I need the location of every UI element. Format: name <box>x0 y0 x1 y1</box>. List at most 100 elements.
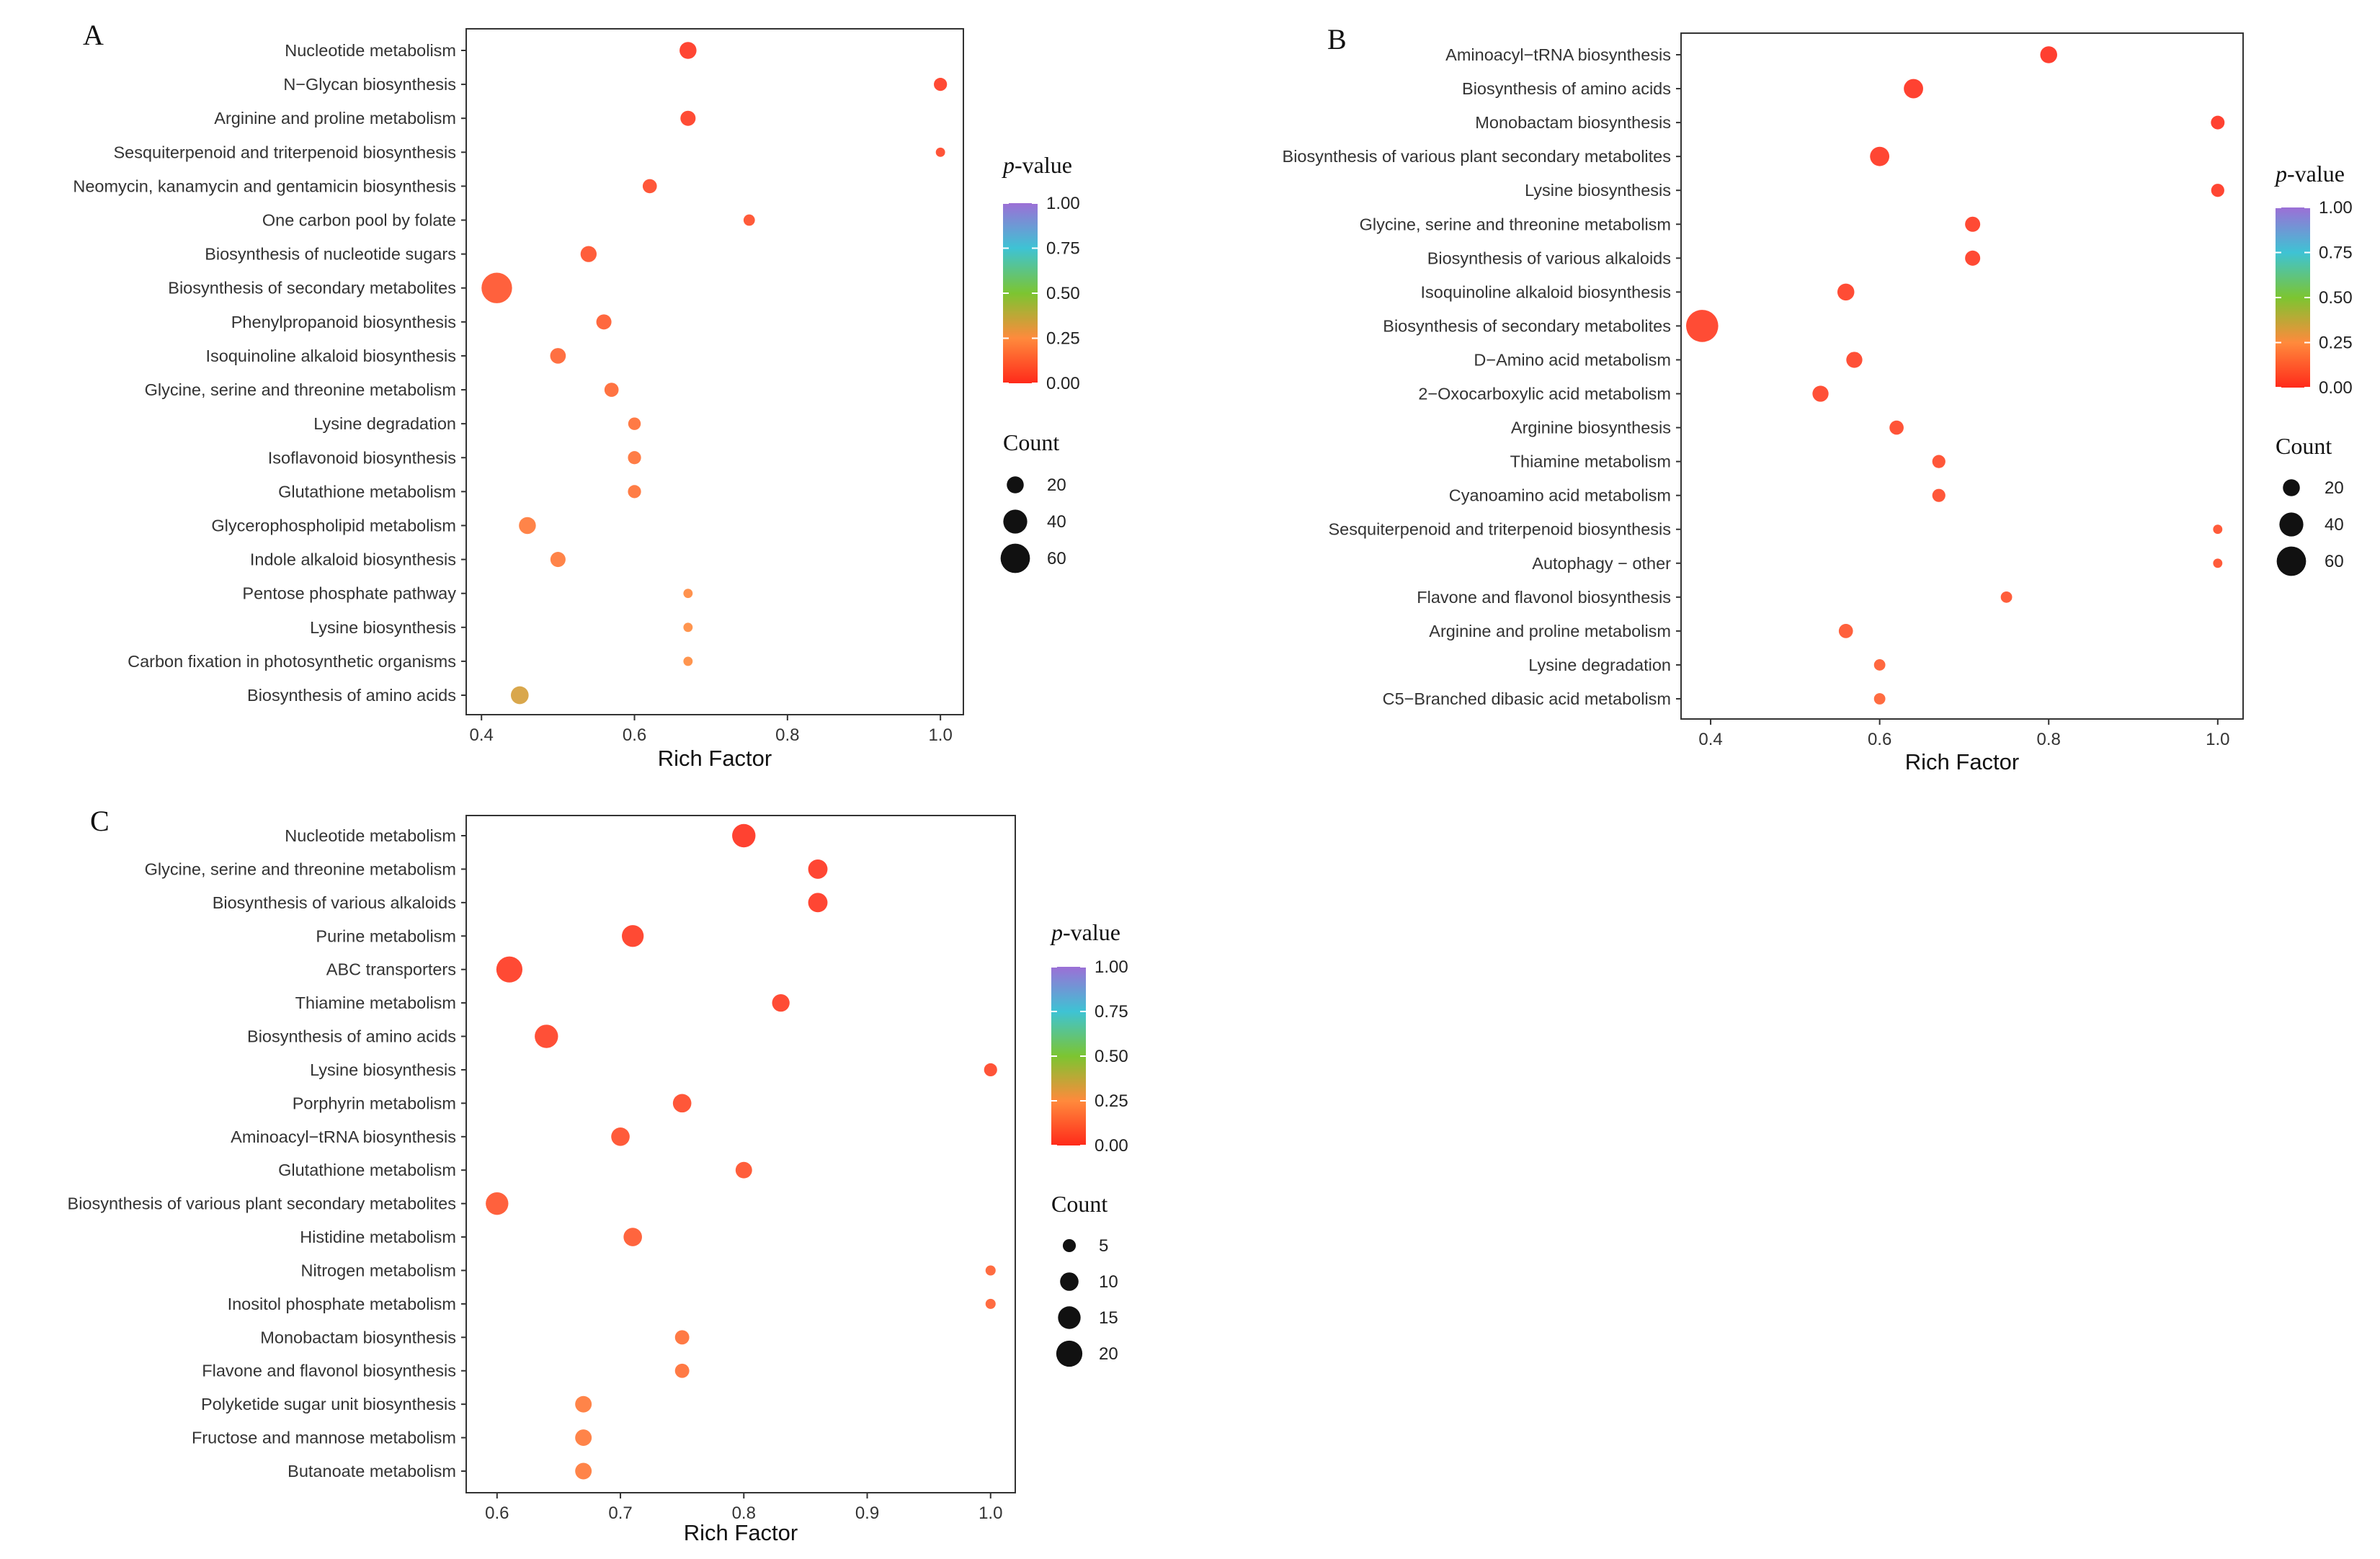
plot-area-c <box>465 815 1016 1493</box>
category-label: Carbon fixation in photosynthetic organi… <box>128 652 456 671</box>
x-axis-c: 0.6 0.7 0.8 0.9 1.0 <box>485 1493 1002 1523</box>
colorbar-tick-label: 0.25 <box>2319 334 2353 353</box>
category-label: Pentose phosphate pathway <box>242 584 456 603</box>
category-label: Glutathione metabolism <box>278 482 456 501</box>
category-label: Biosynthesis of amino acids <box>247 686 456 705</box>
category-label: Porphyrin metabolism <box>293 1094 456 1112</box>
points-a <box>481 42 948 705</box>
category-label: C5−Branched dibasic acid metabolism <box>1383 689 1671 708</box>
data-point <box>1812 385 1829 402</box>
category-label: Aminoacyl−tRNA biosynthesis <box>231 1127 456 1146</box>
x-tick-label: 0.8 <box>2037 730 2061 749</box>
category-label: Indole alkaloid biosynthesis <box>250 550 456 569</box>
count-legend-label: 60 <box>2325 552 2344 571</box>
data-point <box>674 1363 690 1378</box>
category-label: Flavone and flavonol biosynthesis <box>202 1362 456 1380</box>
data-point <box>2213 524 2223 535</box>
pvalue-legend-title: p-value <box>2274 161 2345 187</box>
data-point <box>481 272 512 303</box>
data-point <box>674 1330 690 1345</box>
category-label: Arginine and proline metabolism <box>214 109 456 128</box>
data-point <box>735 1161 752 1179</box>
plot-area-a <box>465 28 964 715</box>
colorbar-tick-label: 1.00 <box>1046 194 1080 213</box>
data-point <box>1904 79 1923 99</box>
legend-c: p-value 1.00 0.75 0.50 0.25 0.00 Count 5 10 15 20 <box>1050 919 1128 1367</box>
count-legend-label: 60 <box>1047 549 1066 568</box>
panel-b: B Aminoacyl−tRNA biosynthesis Biosynthesi… <box>1283 23 2353 774</box>
category-label: Biosynthesis of various plant secondary … <box>1283 147 1671 166</box>
count-legend-label: 15 <box>1099 1308 1118 1328</box>
category-label: Cyanoamino acid metabolism <box>1449 486 1671 505</box>
colorbar-tick-label: 0.00 <box>1046 374 1080 393</box>
data-point <box>611 1127 630 1146</box>
colorbar-tick-label: 0.75 <box>2319 244 2353 263</box>
category-label: Aminoacyl−tRNA biosynthesis <box>1445 45 1671 64</box>
category-label: Glycine, serine and threonine metabolism <box>145 380 456 399</box>
pvalue-title-italic: p <box>1002 152 1015 178</box>
x-tick-label: 0.6 <box>485 1504 509 1523</box>
count-legend-circle <box>1056 1340 1083 1367</box>
category-labels-c: Nucleotide metabolism Glycine, serine and… <box>68 826 466 1480</box>
data-point <box>1686 310 1719 342</box>
data-point <box>808 893 828 913</box>
panel-a: A Nucleotide metabolism N−Glycan biosynth… <box>73 19 1079 771</box>
category-label: D−Amino acid metabolism <box>1474 350 1671 369</box>
category-labels-a: Nucleotide metabolism N−Glycan biosynthes… <box>73 41 466 705</box>
count-legend-circle <box>2276 546 2307 576</box>
category-label: Biosynthesis of various alkaloids <box>213 893 456 912</box>
data-point <box>672 1094 692 1113</box>
count-legend-circle <box>1000 543 1030 573</box>
colorbar-tick-label: 0.75 <box>1046 239 1080 259</box>
data-point <box>1889 420 1904 435</box>
legend-b: p-value 1.00 0.75 0.50 0.25 0.00 Count 20 40 60 <box>2274 161 2353 576</box>
data-point <box>935 147 945 157</box>
category-label: Thiamine metabolism <box>295 993 456 1012</box>
x-tick-label: 0.9 <box>855 1504 879 1523</box>
data-point <box>596 314 612 330</box>
data-point <box>1932 488 1946 502</box>
colorbar-tick-label: 0.00 <box>1095 1136 1128 1156</box>
x-tick-label: 0.6 <box>1868 730 1891 749</box>
points-b <box>1686 46 2225 705</box>
category-label: Glutathione metabolism <box>278 1161 456 1179</box>
colorbar-tick-label: 0.50 <box>1095 1047 1128 1066</box>
data-point <box>642 179 657 194</box>
colorbar-tick-label: 0.25 <box>1046 329 1080 349</box>
panel-letter-a: A <box>83 19 104 51</box>
data-point <box>575 1462 592 1480</box>
colorbar-tick-label: 0.00 <box>2319 378 2353 398</box>
x-tick-label: 1.0 <box>928 725 952 745</box>
data-point <box>2213 558 2223 568</box>
pvalue-title-rest: -value <box>1015 152 1072 178</box>
data-point <box>535 1024 558 1048</box>
data-point <box>496 956 523 983</box>
legend-a: p-value 1.00 0.75 0.50 0.25 0.00 Count 20 40 60 <box>1000 152 1080 573</box>
data-point <box>679 42 697 59</box>
category-label: Monobactam biosynthesis <box>1475 113 1671 132</box>
data-point <box>984 1063 997 1077</box>
category-label: Nucleotide metabolism <box>285 41 456 60</box>
count-legend-label: 20 <box>1099 1344 1118 1364</box>
data-point <box>985 1265 996 1276</box>
data-point <box>628 417 641 430</box>
x-axis-a: 0.4 0.6 0.8 1.0 <box>470 715 953 745</box>
count-legend-label: 10 <box>1099 1272 1118 1292</box>
count-legend-circle <box>2283 479 2300 496</box>
data-point <box>622 925 644 947</box>
category-label: N−Glycan biosynthesis <box>283 75 456 94</box>
panel-c: C Nucleotide metabolism Glycine, serine a… <box>68 805 1128 1545</box>
category-label: Histidine metabolism <box>300 1228 456 1246</box>
count-legend-circle <box>1062 1238 1077 1253</box>
data-point <box>519 517 536 535</box>
data-point <box>680 110 696 126</box>
category-label: 2−Oxocarboxylic acid metabolism <box>1418 385 1671 403</box>
colorbar-tick-label: 0.25 <box>1095 1091 1128 1111</box>
data-point <box>732 823 756 848</box>
category-label: Glycerophospholipid metabolism <box>211 516 456 535</box>
colorbar-tick-label: 1.00 <box>1095 957 1128 977</box>
colorbar-tick-label: 0.75 <box>1095 1002 1128 1022</box>
data-point <box>628 485 641 499</box>
data-point <box>683 622 693 633</box>
category-label: Butanoate metabolism <box>288 1462 456 1480</box>
